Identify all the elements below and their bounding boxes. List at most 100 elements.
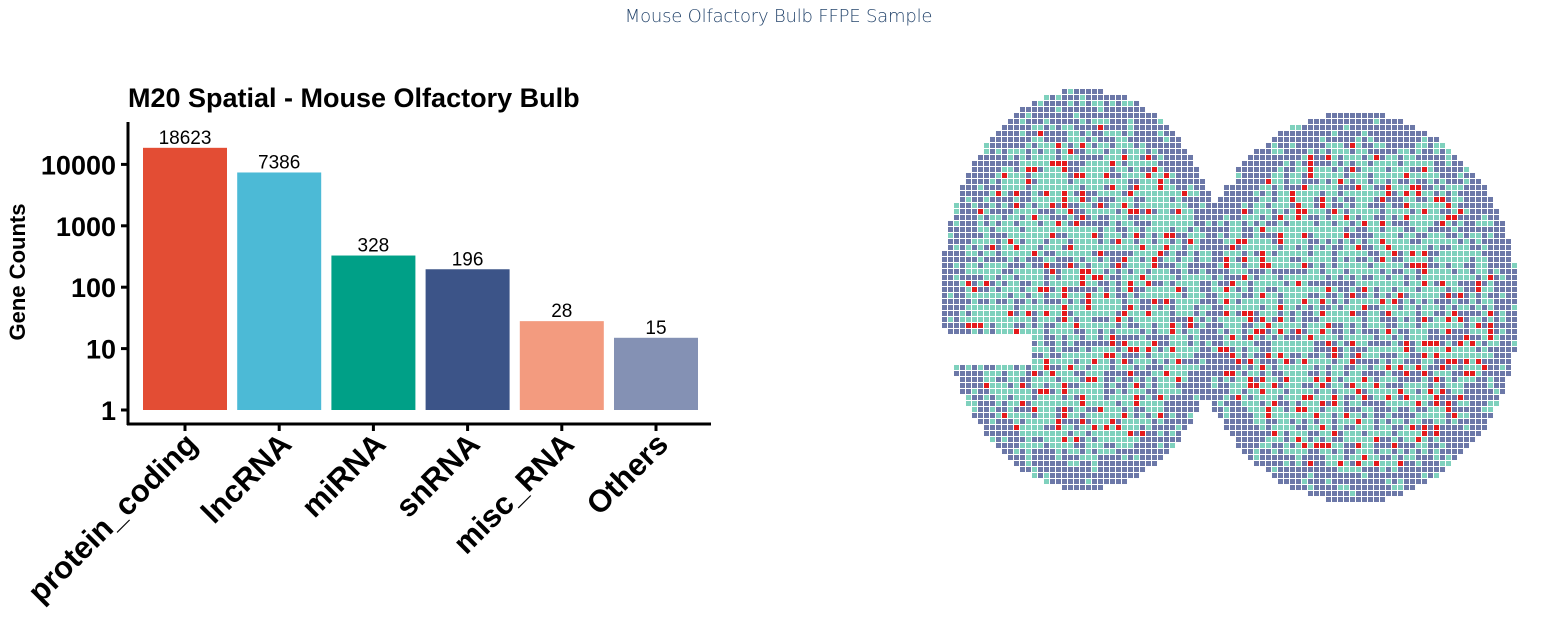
spot	[1188, 383, 1193, 388]
spot	[1344, 365, 1349, 370]
spot	[1122, 323, 1127, 328]
spot	[1104, 161, 1109, 166]
spot	[1104, 413, 1109, 418]
spot	[1122, 407, 1127, 412]
spot	[1086, 161, 1091, 166]
spot	[1464, 167, 1469, 172]
spot	[1056, 275, 1061, 280]
spot	[1488, 239, 1493, 244]
spot	[1266, 257, 1271, 262]
spot	[1434, 251, 1439, 256]
spot	[1134, 419, 1139, 424]
spot	[1332, 263, 1337, 268]
spot	[1410, 431, 1415, 436]
spot	[984, 227, 989, 232]
spot	[954, 245, 959, 250]
spot	[1056, 353, 1061, 358]
spot	[1230, 407, 1235, 412]
spot	[1356, 437, 1361, 442]
spot	[1026, 203, 1031, 208]
spot	[1446, 161, 1451, 166]
spot	[1362, 299, 1367, 304]
spot	[978, 239, 983, 244]
spot	[1368, 233, 1373, 238]
spot	[1140, 359, 1145, 364]
spot	[1182, 161, 1187, 166]
spot	[1092, 161, 1097, 166]
spot	[1296, 305, 1301, 310]
spot	[1038, 275, 1043, 280]
spot	[1020, 365, 1025, 370]
spot	[1272, 287, 1277, 292]
spot	[1044, 185, 1049, 190]
spot	[1416, 449, 1421, 454]
spot	[1056, 227, 1061, 232]
spot	[1386, 437, 1391, 442]
spot	[1032, 161, 1037, 166]
spot	[1218, 257, 1223, 262]
spot	[1278, 341, 1283, 346]
spot	[1098, 203, 1103, 208]
spot	[1134, 257, 1139, 262]
spot	[1326, 281, 1331, 286]
spot	[1224, 239, 1229, 244]
spot	[1374, 467, 1379, 472]
spot	[1080, 323, 1085, 328]
spot	[1032, 425, 1037, 430]
spot	[1032, 395, 1037, 400]
spot	[1476, 281, 1481, 286]
spot	[1356, 137, 1361, 142]
spot	[1212, 293, 1217, 298]
spot	[1440, 323, 1445, 328]
spot	[1392, 413, 1397, 418]
spot	[1476, 257, 1481, 262]
spot	[1146, 371, 1151, 376]
spot	[1362, 359, 1367, 364]
spot	[1446, 383, 1451, 388]
spot	[1308, 245, 1313, 250]
spot	[1386, 125, 1391, 130]
spot	[960, 263, 965, 268]
spot	[966, 227, 971, 232]
spot	[1440, 221, 1445, 226]
spot	[1008, 185, 1013, 190]
spot	[1248, 263, 1253, 268]
spot	[1122, 305, 1127, 310]
spot	[1392, 317, 1397, 322]
spot	[1296, 407, 1301, 412]
spot	[1092, 191, 1097, 196]
spot	[1272, 317, 1277, 322]
spot	[1272, 419, 1277, 424]
spot	[1392, 425, 1397, 430]
spot	[1026, 209, 1031, 214]
spot	[1386, 347, 1391, 352]
spot	[1260, 347, 1265, 352]
spot	[1338, 143, 1343, 148]
spot	[1284, 263, 1289, 268]
spot	[1380, 143, 1385, 148]
spot	[1200, 365, 1205, 370]
spot	[1152, 353, 1157, 358]
spot	[1014, 275, 1019, 280]
spot	[1050, 395, 1055, 400]
spot	[1272, 311, 1277, 316]
spot	[1416, 263, 1421, 268]
spot	[1404, 179, 1409, 184]
spot	[1158, 353, 1163, 358]
spot	[1008, 191, 1013, 196]
spot	[1092, 251, 1097, 256]
spot	[1056, 149, 1061, 154]
spot	[1164, 413, 1169, 418]
spot	[1332, 185, 1337, 190]
spot	[1206, 203, 1211, 208]
spot	[1170, 245, 1175, 250]
spot	[1368, 137, 1373, 142]
spot	[1398, 173, 1403, 178]
spot	[1320, 431, 1325, 436]
spot	[1356, 227, 1361, 232]
spot	[1422, 161, 1427, 166]
spot	[1344, 323, 1349, 328]
spot	[1278, 467, 1283, 472]
spot	[1398, 251, 1403, 256]
spot	[1002, 149, 1007, 154]
